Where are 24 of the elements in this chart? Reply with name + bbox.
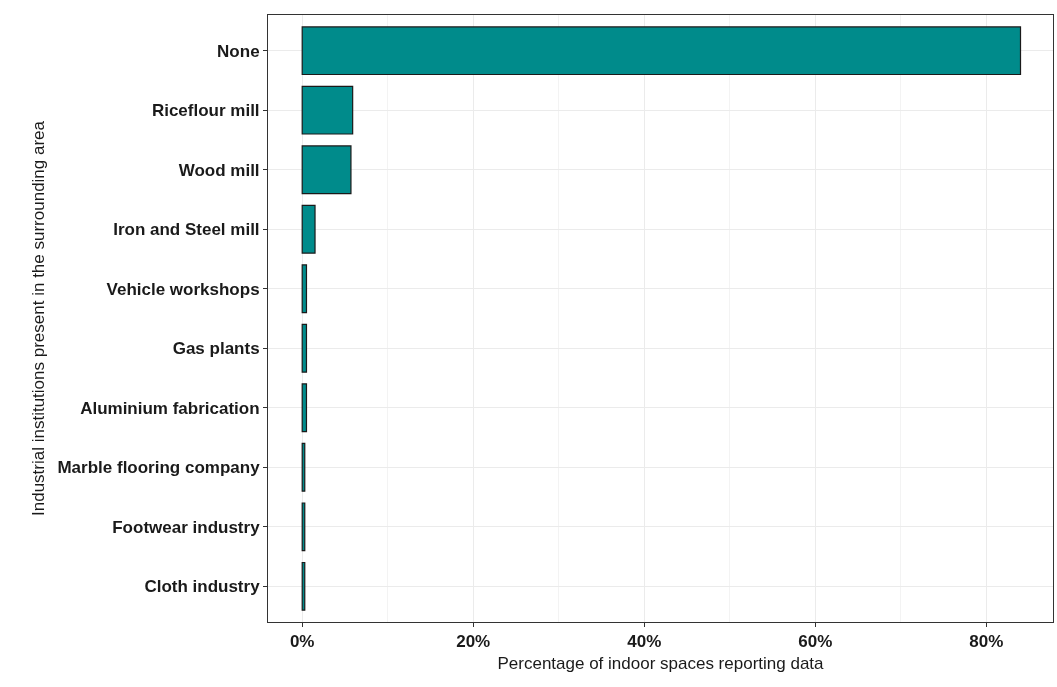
y-tick-label: None	[217, 41, 260, 61]
x-tick-label: 60%	[798, 632, 833, 652]
y-tick-label: Riceflour mill	[151, 101, 260, 121]
bar	[301, 383, 308, 433]
y-axis-title: Industrial institutions present in the surrounding area	[29, 120, 49, 517]
bar	[301, 85, 354, 135]
y-tick-label: Gas plants	[172, 339, 260, 359]
x-tick-label: 40%	[627, 632, 662, 652]
y-tick-label: Wood mill	[178, 160, 260, 180]
bar	[301, 26, 1022, 76]
bar	[301, 204, 316, 254]
y-tick-label: Marble flooring company	[57, 458, 261, 478]
x-tick-label: 20%	[456, 632, 491, 652]
bar	[301, 264, 308, 314]
bar	[301, 145, 352, 195]
y-tick-label: Vehicle workshops	[106, 279, 260, 299]
x-axis-title: Percentage of indoor spaces reporting data	[497, 653, 825, 673]
y-tick-label: Aluminium fabrication	[80, 398, 260, 418]
y-tick-label: Footwear industry	[112, 517, 261, 537]
x-tick-label: 80%	[969, 632, 1004, 652]
y-tick-label: Cloth industry	[144, 577, 261, 597]
x-tick-label: 0%	[289, 632, 315, 652]
y-tick-label: Iron and Steel mill	[113, 220, 260, 240]
bar	[301, 323, 308, 373]
